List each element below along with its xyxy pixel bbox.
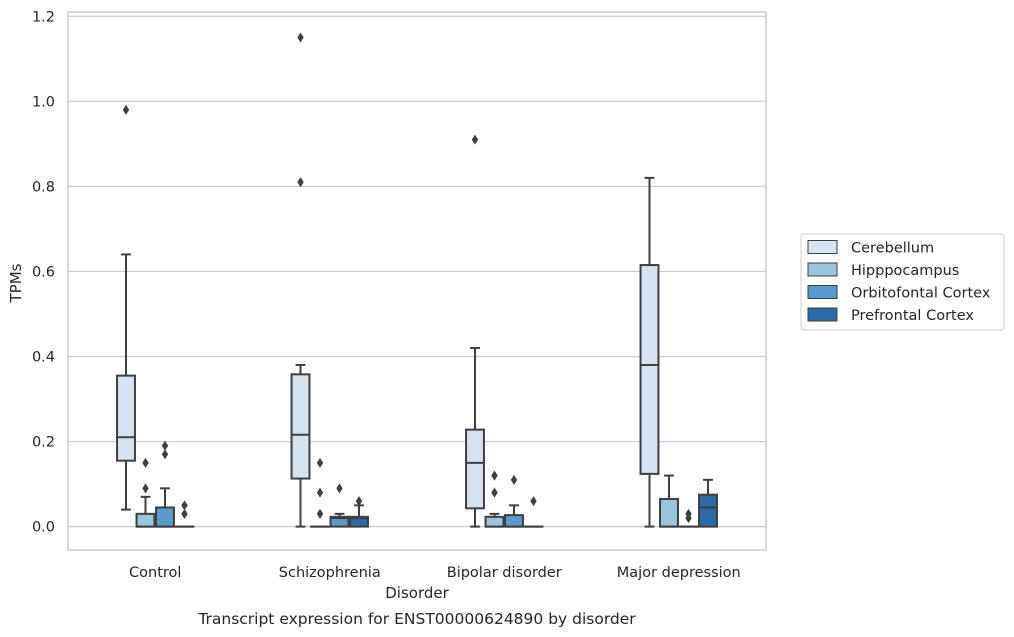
y-tick-label: 0.8 <box>32 179 55 195</box>
outlier-point <box>685 513 692 524</box>
outlier-point <box>316 487 324 498</box>
box-prefrontal-cortex <box>523 496 544 528</box>
box-hipppocampus <box>135 457 156 528</box>
box-orbitofontal-cortex <box>504 474 524 528</box>
box-body <box>135 512 156 528</box>
y-tick-labels: 0.0 0.2 0.4 0.6 0.8 1.0 1.2 <box>32 9 55 535</box>
outlier-point <box>142 457 149 468</box>
legend-frame <box>800 233 1005 331</box>
outlier-point <box>336 483 343 494</box>
legend-swatch <box>807 307 838 322</box>
legend: Cerebellum Hipppocampus Orbitofontal Corte… <box>800 233 1005 331</box>
box-body <box>504 514 524 528</box>
x-axis-label: Disorder <box>385 584 449 602</box>
legend-label: Cerebellum <box>851 241 934 257</box>
box-hipppocampus <box>659 474 679 528</box>
outlier-point <box>161 449 169 460</box>
outlier-point <box>161 440 169 451</box>
legend-swatch <box>807 240 838 254</box>
y-tick-label: 0.4 <box>32 349 55 365</box>
chart-caption: Transcript expression for ENST0000062489… <box>197 610 636 628</box>
box-body <box>329 515 350 528</box>
box-cerebellum <box>116 104 136 511</box>
legend-swatch <box>807 285 838 299</box>
outlier-point <box>297 177 304 188</box>
box-orbitofontal-cortex <box>329 483 350 528</box>
outlier-point <box>316 508 324 519</box>
y-tick-label: 0.2 <box>32 435 55 451</box>
box-body <box>639 264 660 475</box>
y-tick-label: 1.2 <box>32 9 55 25</box>
box-body <box>698 493 718 528</box>
outlier-point <box>181 508 188 519</box>
outlier-point <box>491 487 498 498</box>
legend-label: Prefrontal Cortex <box>851 308 974 324</box>
outlier-point <box>471 134 479 145</box>
x-tick-label: Control <box>129 565 181 581</box>
x-tick-label: Major depression <box>617 565 741 581</box>
x-tick-label: Schizophrenia <box>279 565 381 581</box>
box-orbitofontal-cortex <box>678 508 699 528</box>
box-body <box>116 374 136 462</box>
box-body <box>465 428 485 510</box>
outlier-point <box>297 32 304 43</box>
box-cerebellum <box>465 134 485 528</box>
plot-frame <box>67 11 767 551</box>
box-body <box>155 506 175 528</box>
box-prefrontal-cortex <box>698 478 718 528</box>
boxes <box>116 32 718 528</box>
box-body <box>484 515 505 528</box>
outlier-point <box>316 457 324 468</box>
box-hipppocampus <box>484 470 505 528</box>
legend-label: Hipppocampus <box>851 263 959 279</box>
box-orbitofontal-cortex <box>155 440 175 528</box>
box-body <box>290 373 311 480</box>
outlier-point <box>491 470 498 481</box>
box-hipppocampus <box>310 457 330 528</box>
x-tick-label: Bipolar disorder <box>447 565 562 581</box>
y-tick-label: 0.0 <box>32 520 55 536</box>
outlier-point <box>530 496 537 507</box>
y-tick-label: 1.0 <box>32 94 55 110</box>
x-tick-labels: Control Schizophrenia Bipolar disorder Majo… <box>129 565 741 581</box>
outlier-point <box>355 496 363 507</box>
outlier-point <box>122 104 130 115</box>
y-axis-label: TPMs <box>7 263 25 303</box>
box-body <box>659 497 679 528</box>
legend-label: Orbitofontal Cortex <box>851 286 991 302</box>
box-prefrontal-cortex <box>174 500 195 528</box>
box-cerebellum <box>290 32 311 528</box>
box-cerebellum <box>639 176 660 528</box>
box-prefrontal-cortex <box>349 496 369 528</box>
y-tick-label: 0.6 <box>32 264 55 280</box>
gridlines <box>68 15 766 528</box>
box-body <box>349 515 369 528</box>
outlier-point <box>142 483 149 494</box>
outlier-point <box>510 474 518 485</box>
legend-swatch <box>807 262 838 277</box>
outlier-point <box>181 500 188 511</box>
